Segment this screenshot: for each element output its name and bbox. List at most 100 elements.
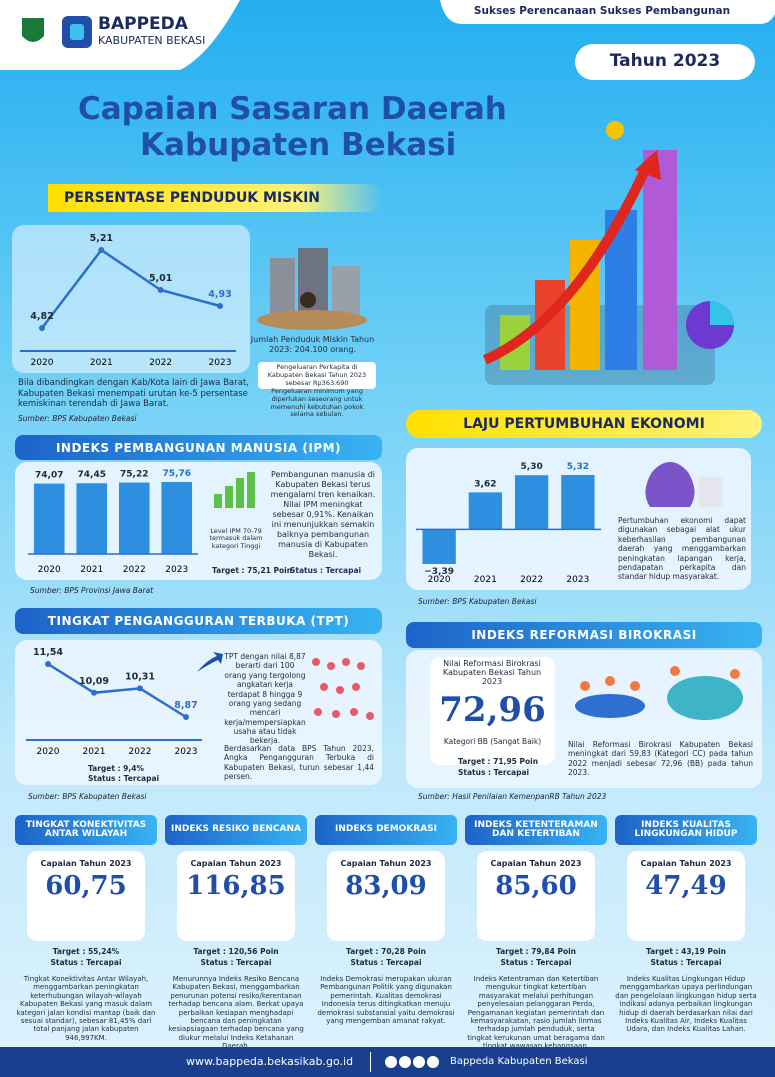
bar <box>422 529 456 564</box>
data-label: −3,39 <box>424 567 454 577</box>
decor <box>580 666 740 691</box>
x-tick-label: 2023 <box>175 747 198 757</box>
status: Status : Tercapai <box>290 566 362 575</box>
growth-illustration <box>482 121 734 385</box>
decor <box>236 478 244 508</box>
card-value-box: Capaian Tahun 2023 116,85 <box>177 851 295 941</box>
card-heading: INDEKS DEMOKRASI <box>315 815 457 845</box>
indicator-card: INDEKS DEMOKRASI Capaian Tahun 2023 83,09 T… <box>315 815 457 1043</box>
point <box>45 661 51 667</box>
card-description: Tingkat Konektivitas Antar Wilayah, meng… <box>16 975 156 1042</box>
decor <box>225 486 233 508</box>
bar <box>561 475 595 530</box>
header-bg <box>0 0 240 70</box>
decor <box>667 676 743 720</box>
x-tick-label: 2020 <box>37 747 60 757</box>
source: Sumber: BPS Provinsi Jawa Barat <box>30 586 154 595</box>
card-value-box: Capaian Tahun 2023 85,60 <box>477 851 595 941</box>
arrow-icon <box>197 652 223 672</box>
title-line: Capaian Sasaran Daerah <box>78 91 507 127</box>
data-label: 5,21 <box>90 233 113 244</box>
decor <box>300 292 316 308</box>
data-label: 75,22 <box>120 470 148 480</box>
decor <box>257 310 367 330</box>
crest <box>22 18 44 42</box>
x-tick-label: 2020 <box>31 358 54 368</box>
bar <box>118 482 150 554</box>
card-heading: INDEKS KETENTERAMAN DAN KETERTIBAN <box>465 815 607 845</box>
data-label: 5,01 <box>149 273 172 284</box>
card-value: 47,49 <box>645 871 727 902</box>
logo-title: BAPPEDA <box>98 14 188 34</box>
tagline: Sukses Perencanaan Sukses Pembangunan <box>473 5 731 17</box>
data-label: 10,09 <box>79 676 109 687</box>
logo-mark-inner <box>70 24 84 40</box>
ipm-level: Level IPM 70-79 termasuk dalam kategori … <box>209 527 263 550</box>
spending-note: Pengeluaran Perkapita di Kabupaten Bekas… <box>258 362 376 390</box>
target: Target : 75,21 Poin <box>212 566 293 575</box>
decor <box>606 121 624 139</box>
x-tick-label: 2021 <box>83 747 106 757</box>
x-tick-label: 2023 <box>209 358 232 368</box>
card-value-box: Capaian Tahun 2023 47,49 <box>627 851 745 941</box>
data-label: 5,32 <box>567 462 589 472</box>
decor <box>247 472 255 508</box>
data-label: 4,93 <box>208 289 231 300</box>
card-caption: Capaian Tahun 2023 <box>490 859 582 868</box>
ipm-description: Pembangunan manusia di Kabupaten Bekasi … <box>270 470 376 559</box>
panel <box>15 462 382 580</box>
line-chart: 11,54 2020 10,09 2021 10,31 2022 8,87 2023 <box>26 647 202 757</box>
poverty-illustration <box>257 248 367 330</box>
card-heading: TINGKAT KONEKTIVITAS ANTAR WILAYAH <box>15 815 157 845</box>
point <box>157 287 164 293</box>
target: Target : 120,56 Poin <box>193 947 279 956</box>
x-tick-label: 2021 <box>90 358 113 368</box>
decor <box>197 652 223 672</box>
card-heading: INDEKS KUALITAS LINGKUNGAN HIDUP <box>615 815 757 845</box>
economy-icon <box>645 462 722 507</box>
decor <box>332 266 360 318</box>
card-caption: Capaian Tahun 2023 <box>40 859 132 868</box>
decor <box>385 1056 439 1068</box>
line <box>47 662 187 719</box>
bar <box>514 475 549 530</box>
ipm-icon <box>214 472 255 508</box>
data-label: 10,31 <box>125 671 155 682</box>
divider <box>370 1052 371 1072</box>
status: Status : Tercapai <box>200 958 272 967</box>
bar <box>161 482 193 554</box>
target: Target : 79,84 Poin <box>495 947 577 956</box>
status: Status : Tercapai <box>500 958 572 967</box>
point <box>91 689 97 696</box>
target: Target : 55,24% <box>52 947 120 956</box>
card-description: Indeks Ketentraman dan Ketertiban menguk… <box>467 975 605 1050</box>
bureaucracy-description: Nilai Reformasi Birokrasi Kabupaten Beka… <box>568 740 753 778</box>
title-line: Kabupaten Bekasi <box>140 126 457 163</box>
data-label: 5,30 <box>521 462 543 472</box>
decor <box>482 167 650 365</box>
economy-description: Pertumbuhan ekonomi dapat digunakan seba… <box>618 516 746 582</box>
tpt-description: Berdasarkan data BPS Tahun 2023, Angka P… <box>224 744 374 782</box>
poverty-population: Jumlah Penduduk Miskin Tahun 2023: 204.1… <box>250 335 375 354</box>
social-icons <box>385 1056 439 1068</box>
status: Status : Tercapai <box>88 774 160 783</box>
crowd-illustration <box>312 658 374 720</box>
point <box>137 685 143 692</box>
target: Target : 43,19 Poin <box>645 947 727 956</box>
decor <box>710 301 734 325</box>
decor <box>298 248 328 318</box>
target: Target : 71,95 Poin <box>458 757 539 766</box>
logo-subtitle: KABUPATEN BEKASI <box>98 34 206 47</box>
section-heading: LAJU PERTUMBUHAN EKONOMI <box>406 410 762 438</box>
card-caption: Capaian Tahun 2023 <box>340 859 432 868</box>
card-value: 85,60 <box>495 871 577 902</box>
status: Status : Tercapai <box>458 768 530 777</box>
panel <box>12 225 250 373</box>
indicator-card: TINGKAT KONEKTIVITAS ANTAR WILAYAH Capaia… <box>15 815 157 1043</box>
card-value-box: Capaian Tahun 2023 83,09 <box>327 851 445 941</box>
x-tick-label: 2022 <box>129 747 152 757</box>
value-box <box>430 657 555 765</box>
header-shapes <box>0 0 775 80</box>
